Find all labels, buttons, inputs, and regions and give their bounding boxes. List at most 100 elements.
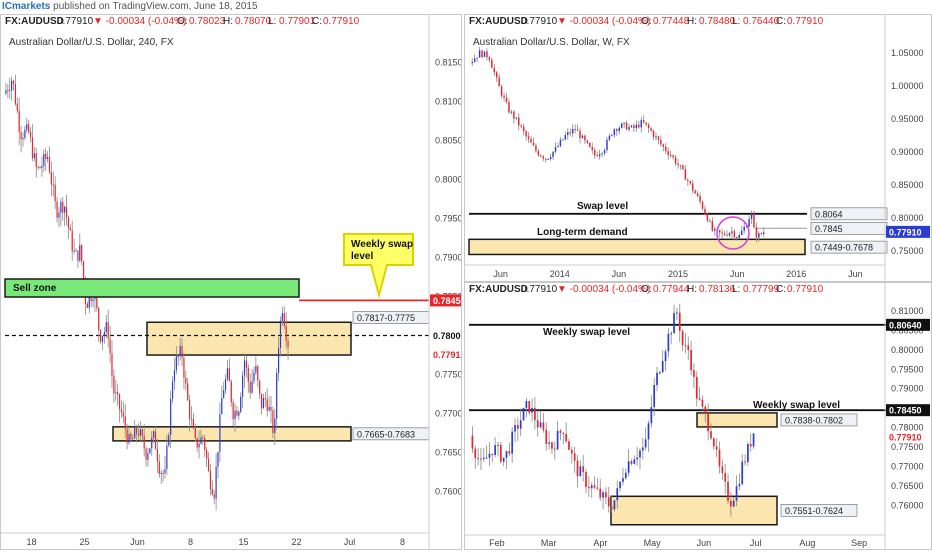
- candle: [234, 410, 236, 420]
- candle: [498, 77, 500, 87]
- candle: [107, 322, 109, 339]
- candle: [657, 136, 660, 140]
- candle: [745, 226, 748, 228]
- x-tick-label: May: [644, 538, 662, 548]
- candle: [158, 461, 160, 474]
- candle: [508, 451, 511, 454]
- x-tick-label: Jun: [730, 269, 745, 279]
- daily-chart-panel[interactable]: FX:AUDUSD 0.77910 ▼ -0.00034 (-0.04%) O:…: [464, 282, 932, 550]
- candle: [480, 458, 482, 460]
- candle: [547, 158, 549, 160]
- candle: [581, 135, 584, 139]
- candle: [45, 153, 47, 160]
- candle: [607, 497, 610, 507]
- candle: [752, 433, 755, 447]
- candle: [270, 406, 272, 411]
- long-term-demand-zone: [468, 238, 806, 256]
- candle: [724, 473, 727, 482]
- w-label-8064-box: [810, 207, 888, 221]
- candle: [589, 142, 591, 148]
- candle: [251, 381, 253, 393]
- candle: [676, 312, 678, 314]
- candle: [738, 484, 741, 487]
- candle: [678, 312, 681, 331]
- x-tick-label: 8: [188, 537, 193, 547]
- candle: [576, 460, 579, 477]
- candle: [37, 167, 39, 169]
- x-tick-label: Jul: [750, 538, 762, 548]
- d-zone1-label: 0.7838-0.7802: [785, 415, 843, 425]
- x-tick-label: 2016: [786, 269, 806, 279]
- candle: [556, 430, 559, 450]
- d-symbol: FX:AUDUSD: [469, 284, 528, 295]
- candle: [145, 448, 147, 460]
- candle: [689, 181, 692, 184]
- candle: [147, 453, 149, 460]
- candle: [24, 129, 26, 138]
- candle: [22, 137, 24, 140]
- candle: [86, 303, 88, 308]
- candle: [519, 420, 522, 429]
- candle: [743, 226, 745, 231]
- candle: [704, 406, 707, 414]
- x-tick-label: 25: [79, 537, 89, 547]
- candle: [277, 347, 280, 373]
- candle: [168, 435, 170, 446]
- candle: [476, 57, 478, 59]
- y-tick-label: 0.81000: [435, 96, 461, 106]
- candle: [257, 366, 259, 381]
- h4-zone2-label: 0.7665-0.7683: [357, 429, 415, 439]
- candle: [29, 132, 32, 138]
- candle: [573, 453, 576, 461]
- candle: [736, 237, 738, 239]
- candle: [684, 169, 687, 180]
- candle: [268, 406, 270, 411]
- w-label-8064: 0.8064: [815, 209, 843, 219]
- candle: [704, 208, 706, 214]
- w-low: 0.76440: [743, 16, 780, 27]
- candle: [545, 429, 548, 444]
- h4-chart-panel[interactable]: FX:AUDUSD 0.77910 ▼ -0.00034 (-0.04%) O:…: [0, 14, 474, 550]
- daily-supply-zone: [696, 412, 778, 428]
- h4-chart[interactable]: FX:AUDUSD 0.77910 ▼ -0.00034 (-0.04%) O:…: [1, 15, 474, 549]
- candle: [613, 500, 616, 510]
- x-tick-label: 18: [26, 537, 36, 547]
- d-high: 0.78136: [699, 284, 736, 295]
- candle: [185, 377, 187, 384]
- candle: [505, 97, 508, 103]
- candle: [732, 500, 735, 507]
- candle: [207, 458, 210, 471]
- candle: [33, 153, 35, 159]
- candle: [247, 367, 249, 383]
- candle: [266, 399, 268, 411]
- callout-line-1: Weekly swap: [351, 239, 413, 250]
- candle: [141, 429, 143, 437]
- candle: [90, 295, 92, 302]
- candle: [623, 122, 625, 124]
- w-change: ▼ -0.00034 (-0.04%): [557, 16, 650, 27]
- candle: [711, 221, 714, 231]
- candle: [204, 438, 206, 450]
- candle: [75, 250, 77, 252]
- callout-line-2: level: [351, 251, 373, 262]
- weekly-chart-panel[interactable]: FX:AUDUSD 0.77910 ▼ -0.00034 (-0.04%) O:…: [464, 14, 932, 282]
- weekly-chart[interactable]: FX:AUDUSD 0.77910 ▼ -0.00034 (-0.04%) O:…: [465, 15, 931, 281]
- publisher-link[interactable]: ICmarkets: [2, 1, 51, 12]
- candle: [723, 233, 726, 235]
- candle: [122, 412, 124, 417]
- candle: [535, 145, 537, 151]
- candle: [181, 345, 183, 359]
- candle: [596, 155, 598, 157]
- candle: [510, 111, 513, 113]
- w-current-price-tag: 0.77910: [889, 227, 922, 237]
- candle: [471, 435, 474, 449]
- candle: [486, 51, 488, 58]
- candle: [570, 449, 573, 454]
- candle: [714, 228, 716, 231]
- candle: [287, 340, 289, 347]
- candle: [664, 351, 667, 362]
- y-tick-label: 0.79000: [891, 384, 924, 394]
- candle: [582, 466, 585, 473]
- daily-chart[interactable]: FX:AUDUSD 0.77910 ▼ -0.00034 (-0.04%) O:…: [465, 283, 931, 549]
- candle: [499, 444, 502, 462]
